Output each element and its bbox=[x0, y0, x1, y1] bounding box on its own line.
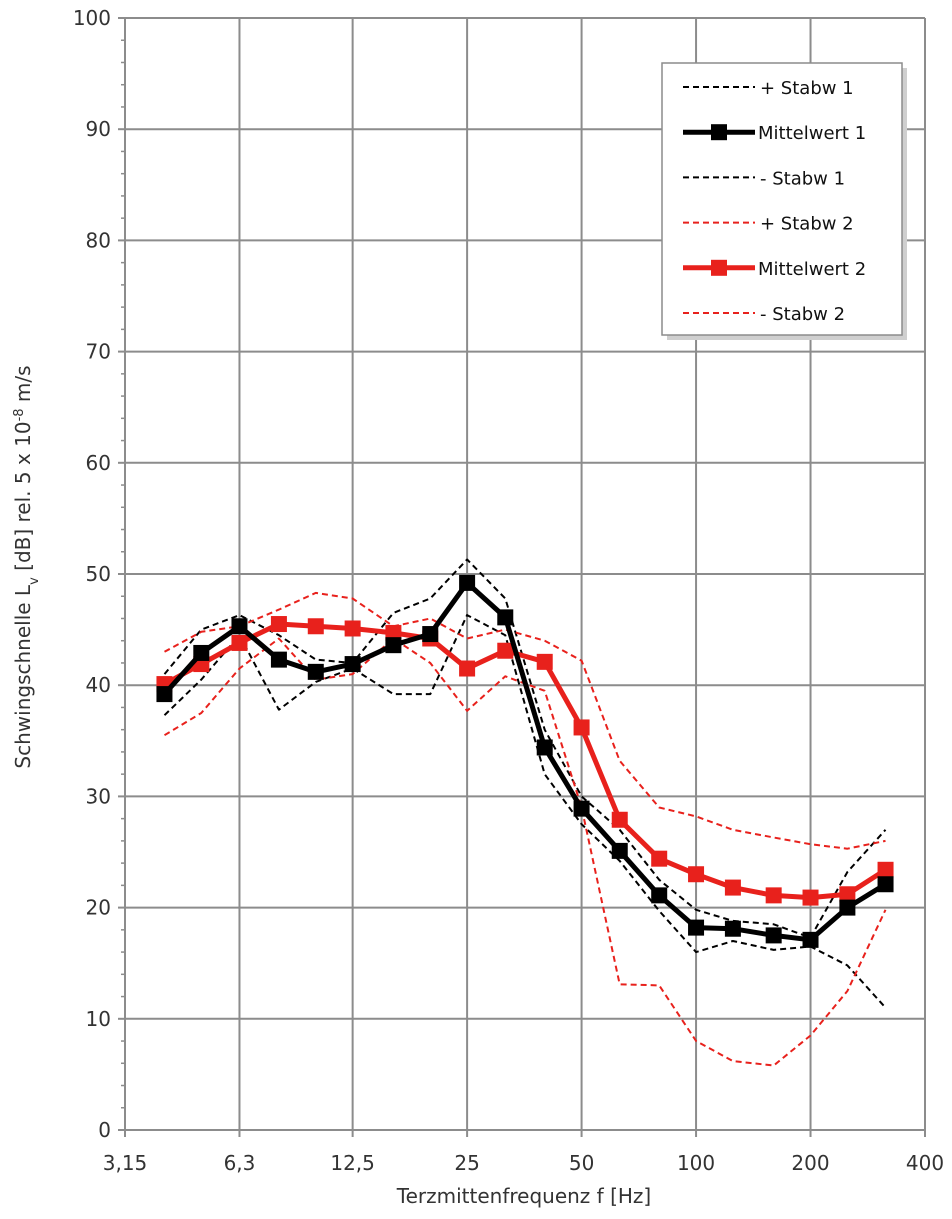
y-tick-label: 60 bbox=[86, 451, 111, 475]
data-point bbox=[688, 919, 705, 936]
data-point bbox=[344, 656, 361, 673]
y-axis-label-sup: -8 bbox=[12, 408, 27, 421]
y-axis-label-mid: [dB] rel. 5 x 10 bbox=[11, 421, 35, 577]
series-line bbox=[162, 580, 887, 943]
x-tick-label: 12,5 bbox=[330, 1151, 375, 1175]
legend: + Stabw 1 Mittelwert 1 - Stabw 1 + Stabw 2 M… bbox=[661, 62, 907, 340]
x-tick-labels: 3,15 6,3 12,5 25 50 100 200 400 bbox=[103, 1151, 944, 1175]
data-point bbox=[459, 574, 476, 591]
data-point bbox=[344, 620, 361, 637]
data-point bbox=[385, 624, 402, 641]
data-point bbox=[459, 660, 476, 677]
legend-swatch-marker bbox=[711, 124, 727, 141]
data-point bbox=[307, 663, 324, 680]
x-axis-label: Terzmittenfrequenz f [Hz] bbox=[396, 1184, 651, 1208]
series-stabw-2 bbox=[164, 591, 886, 850]
legend-entry-label: + Stabw 1 bbox=[760, 78, 854, 99]
data-point bbox=[497, 642, 514, 659]
x-tick-label: 6,3 bbox=[224, 1151, 256, 1175]
y-tick-label: 80 bbox=[86, 228, 111, 252]
data-point bbox=[724, 879, 741, 896]
data-point bbox=[802, 931, 819, 948]
data-point bbox=[839, 886, 856, 903]
y-tick-label: 90 bbox=[86, 117, 111, 141]
axes bbox=[118, 17, 926, 1137]
data-point bbox=[156, 686, 173, 703]
legend-entry-label: - Stabw 2 bbox=[760, 304, 845, 325]
y-axis-label: Schwingschnelle Lv [dB] rel. 5 x 10-8 m/… bbox=[11, 365, 42, 768]
series-mittelwert-2 bbox=[156, 616, 894, 906]
series-line bbox=[163, 614, 887, 1009]
legend-entry-label: - Stabw 1 bbox=[760, 168, 845, 189]
x-tick-label: 100 bbox=[677, 1151, 715, 1175]
y-tick-label: 100 bbox=[73, 6, 111, 30]
data-point bbox=[385, 637, 402, 654]
data-point bbox=[270, 616, 287, 633]
y-tick-label: 30 bbox=[86, 784, 111, 808]
data-point bbox=[765, 887, 782, 904]
data-point bbox=[651, 850, 668, 867]
x-tick-label: 200 bbox=[791, 1151, 829, 1175]
x-tick-label: 25 bbox=[454, 1151, 479, 1175]
data-point bbox=[307, 618, 324, 635]
data-point bbox=[573, 800, 590, 817]
y-tick-label: 40 bbox=[86, 673, 111, 697]
y-tick-label: 70 bbox=[86, 340, 111, 364]
x-tick-label: 400 bbox=[906, 1151, 944, 1175]
y-axis-label-end: m/s bbox=[11, 365, 35, 408]
data-point bbox=[231, 618, 248, 635]
data-point bbox=[497, 609, 514, 626]
data-point bbox=[724, 920, 741, 937]
x-tick-label: 50 bbox=[569, 1151, 594, 1175]
data-point bbox=[536, 739, 553, 756]
series-mittelwert-1 bbox=[156, 574, 894, 948]
y-axis-label-base: Schwingschnelle L bbox=[11, 584, 35, 769]
series-line bbox=[164, 591, 886, 850]
data-point bbox=[839, 899, 856, 916]
data-point bbox=[651, 887, 668, 904]
legend-entry-label: + Stabw 2 bbox=[760, 214, 854, 235]
data-point bbox=[270, 651, 287, 668]
data-point bbox=[611, 811, 628, 828]
series-stabw-1 bbox=[163, 558, 887, 939]
legend-box bbox=[661, 62, 903, 336]
data-point bbox=[765, 927, 782, 944]
data-point bbox=[688, 866, 705, 883]
series-stabw-1 bbox=[163, 614, 887, 1009]
data-point bbox=[422, 626, 439, 643]
data-point bbox=[231, 634, 248, 651]
y-tick-labels: 0 10 20 30 40 50 60 70 80 90 100 bbox=[73, 6, 111, 1142]
y-tick-label: 0 bbox=[98, 1118, 111, 1142]
grid-lines bbox=[125, 17, 926, 1130]
data-point bbox=[877, 861, 894, 878]
legend-entry-label: Mittelwert 1 bbox=[758, 123, 866, 144]
y-axis-label-sub: v bbox=[27, 577, 42, 585]
y-tick-label: 50 bbox=[86, 562, 111, 586]
series-line bbox=[163, 558, 887, 939]
data-point bbox=[802, 889, 819, 906]
legend-entry-label: Mittelwert 2 bbox=[758, 259, 866, 280]
data-point bbox=[193, 644, 210, 661]
series-layer bbox=[156, 558, 894, 1067]
legend-swatch-marker bbox=[711, 259, 727, 276]
y-tick-label: 20 bbox=[86, 896, 111, 920]
data-point bbox=[611, 842, 628, 859]
data-point bbox=[573, 719, 590, 736]
data-point bbox=[877, 876, 894, 893]
data-point bbox=[536, 653, 553, 670]
x-tick-label: 3,15 bbox=[103, 1151, 148, 1175]
y-tick-label: 10 bbox=[86, 1007, 111, 1031]
